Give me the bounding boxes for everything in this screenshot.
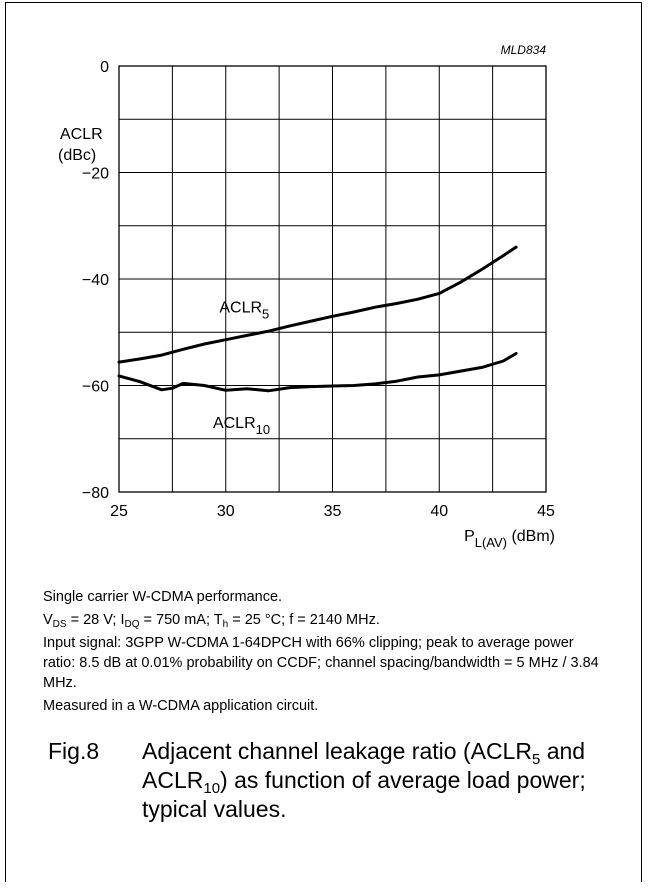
note-line-2: VDS = 28 V; IDQ = 750 mA; Th = 25 °C; f … [43,612,380,630]
y-tick-label: 0 [100,59,109,76]
aclr-chart: 25 30 35 40 45 0 −20 −40 −60 −80 ACLR (dBc) PL(AV) (… [58,43,555,550]
y-axis-label: ACLR [60,126,103,143]
figure-notes: Single carrier W-CDMA performance. VDS =… [43,587,603,719]
figure-caption: Fig.8 Adjacent channel leakage ratio (AC… [48,737,608,824]
note-line-3: Input signal: 3GPP W-CDMA 1-64DPCH with … [43,635,599,691]
series-line-aclr5 [117,245,518,364]
x-axis-label: PL(AV) (dBm) [464,528,555,550]
figure-code: MLD834 [501,43,547,57]
note-line-1: Single carrier W-CDMA performance. [43,589,283,605]
series-label-aclr5: ACLR5 [219,300,269,322]
y-tick-label: −20 [82,166,109,183]
figure-number: Fig.8 [48,738,100,764]
x-tick-label: 35 [324,503,342,520]
series-label-aclr10: ACLR10 [213,415,270,437]
plot-border [118,65,547,493]
y-tick-label: −60 [82,379,109,396]
y-axis-unit: (dBc) [58,147,96,164]
note-line-4: Measured in a W-CDMA application circuit… [43,698,319,714]
caption-text: Adjacent channel leakage ratio (ACLR5 an… [142,738,586,822]
x-tick-label: 25 [110,503,128,520]
y-tick-label: −80 [82,485,109,502]
figure-frame [5,2,642,882]
x-tick-label: 30 [217,503,235,520]
x-tick-label: 45 [537,503,555,520]
x-tick-label: 40 [430,503,448,520]
series-line-aclr10 [117,352,518,393]
y-tick-label: −40 [82,272,109,289]
